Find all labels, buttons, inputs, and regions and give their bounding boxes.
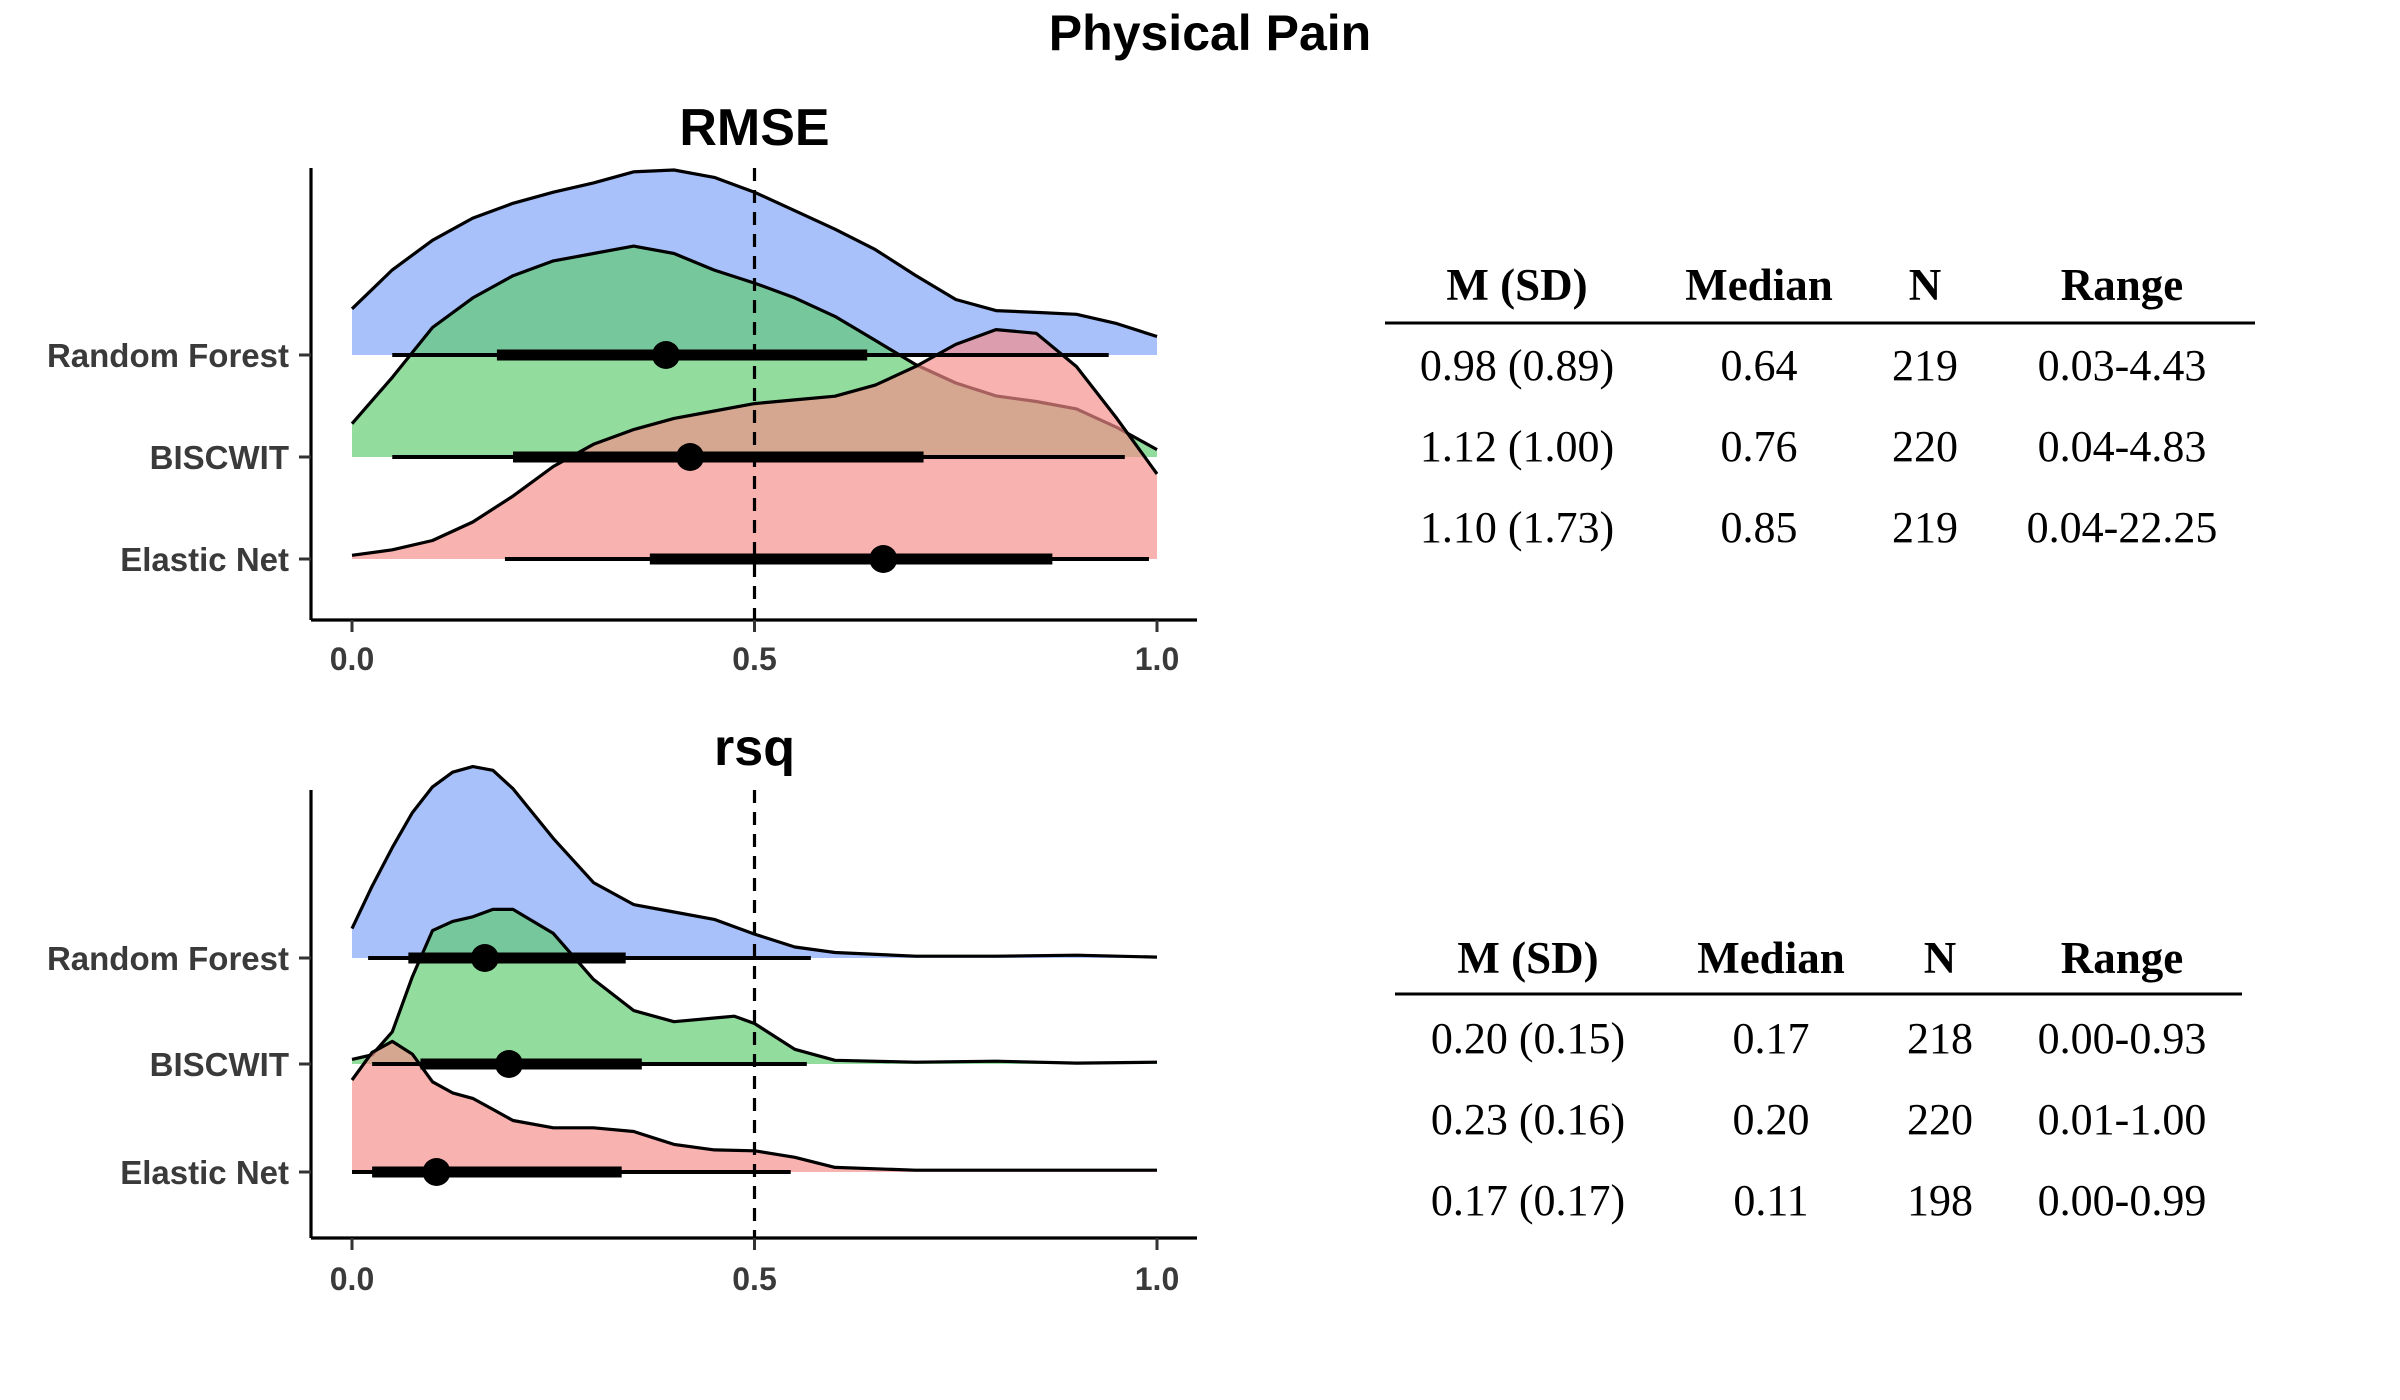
table-cell: 1.10 (1.73) [1420, 503, 1614, 552]
density-outline-random-forest [350, 765, 1158, 959]
table-row: 1.10 (1.73) 0.85 219 0.04-22.25 [1420, 503, 2217, 552]
table-cell: 218 [1907, 1014, 1973, 1063]
table-row: 0.23 (0.16) 0.20 220 0.01-1.00 [1431, 1095, 2206, 1144]
x-tick-label: 0.0 [330, 641, 374, 677]
density-area-random-forest [352, 766, 1157, 958]
table-row: 0.17 (0.17) 0.11 198 0.00-0.99 [1431, 1176, 2206, 1225]
table-row: 1.12 (1.00) 0.76 220 0.04-4.83 [1420, 422, 2206, 471]
table-cell: 0.64 [1721, 341, 1798, 390]
table-cell: 0.11 [1733, 1176, 1808, 1225]
table-header-cell: Range [2061, 933, 2184, 983]
table-cell: 0.03-4.43 [2038, 341, 2207, 390]
table-cell: 0.85 [1721, 503, 1798, 552]
table-row: 0.20 (0.15) 0.17 218 0.00-0.93 [1431, 1014, 2206, 1063]
table-cell: 0.17 (0.17) [1431, 1176, 1625, 1225]
x-tick-label: 0.5 [732, 641, 776, 677]
ridgeline-panel-rmse: RMSE Random Forest BISCWIT Elastic Net 0.0 0.… [47, 99, 1197, 677]
x-tick-label: 0.5 [732, 1261, 776, 1297]
x-tick-label: 0.0 [330, 1261, 374, 1297]
y-tick-label: Random Forest [47, 940, 289, 977]
y-tick-label: Random Forest [47, 337, 289, 374]
panel-title: RMSE [679, 99, 829, 157]
table-header-cell: N [1924, 933, 1957, 983]
table-header-cell: M (SD) [1446, 260, 1587, 310]
table-cell: 0.17 [1733, 1014, 1810, 1063]
density-outline-elastic-net [351, 328, 1159, 557]
table-header-cell: N [1909, 260, 1942, 310]
table-cell: 0.20 [1733, 1095, 1810, 1144]
figure-title: Physical Pain [1049, 5, 1371, 61]
table-cell: 0.04-4.83 [2038, 422, 2207, 471]
table-cell: 0.00-0.93 [2038, 1014, 2207, 1063]
table-cell: 198 [1907, 1176, 1973, 1225]
point-estimate-elastic-net [422, 1158, 451, 1186]
table-cell: 220 [1907, 1095, 1973, 1144]
table-cell: 0.01-1.00 [2038, 1095, 2207, 1144]
x-tick-label: 1.0 [1135, 1261, 1179, 1297]
table-cell: 220 [1892, 422, 1958, 471]
point-estimate-biscwit [676, 443, 705, 471]
ridgeline-panel-rsq: rsq Random Forest BISCWIT Elastic Net 0.0 0.5… [47, 719, 1197, 1297]
table-header-cell: M (SD) [1457, 933, 1598, 983]
table-cell: 0.98 (0.89) [1420, 341, 1614, 390]
table-cell: 0.76 [1721, 422, 1798, 471]
point-estimate-elastic-net [869, 545, 898, 573]
table-header-cell: Median [1697, 933, 1845, 983]
stats-table-1: M (SD) Median N Range 0.98 (0.89) 0.64 219 0.03… [1385, 260, 2255, 552]
table-cell: 0.20 (0.15) [1431, 1014, 1625, 1063]
point-estimate-random-forest [470, 944, 499, 972]
table-cell: 0.23 (0.16) [1431, 1095, 1625, 1144]
table-header-cell: Range [2061, 260, 2184, 310]
table-cell: 0.04-22.25 [2027, 503, 2218, 552]
y-tick-label: Elastic Net [120, 541, 289, 578]
table-cell: 219 [1892, 503, 1958, 552]
point-estimate-biscwit [494, 1050, 523, 1078]
panel-title: rsq [714, 719, 795, 777]
y-tick-label: Elastic Net [120, 1154, 289, 1191]
table-cell: 1.12 (1.00) [1420, 422, 1614, 471]
table-row: 0.98 (0.89) 0.64 219 0.03-4.43 [1420, 341, 2206, 390]
y-tick-label: BISCWIT [150, 439, 289, 476]
density-area-biscwit [352, 909, 1157, 1064]
table-cell: 219 [1892, 341, 1958, 390]
x-tick-label: 1.0 [1135, 641, 1179, 677]
table-cell: 0.00-0.99 [2038, 1176, 2207, 1225]
density-area-elastic-net [352, 1041, 1157, 1172]
point-estimate-random-forest [651, 341, 680, 369]
y-tick-label: BISCWIT [150, 1046, 289, 1083]
table-header-cell: Median [1685, 260, 1833, 310]
stats-table-2: M (SD) Median N Range 0.20 (0.15) 0.17 218 0.00… [1395, 933, 2242, 1225]
